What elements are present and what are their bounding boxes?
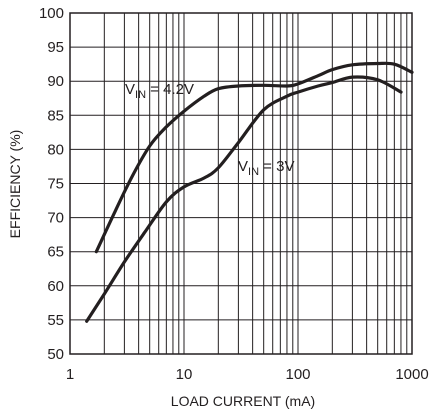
series-lines: [85, 61, 414, 323]
y-axis-label: EFFICIENCY (%): [7, 130, 23, 239]
x-axis-label: LOAD CURRENT (mA): [171, 393, 315, 409]
series-label-vin-3v: VIN = 3V: [238, 158, 294, 178]
y-tick-labels: 50 55 60 65 70 75 80 85 90 95 100: [39, 5, 64, 363]
y-tick-label: 75: [47, 176, 64, 193]
x-tick-label: 1000: [395, 366, 428, 383]
y-tick-label: 85: [47, 107, 64, 124]
y-tick-label: 80: [47, 141, 64, 158]
x-tick-label: 1: [66, 366, 74, 383]
grid: [70, 13, 412, 354]
series-label-vin-4-2v: VIN = 4.2V: [125, 81, 194, 101]
y-tick-label: 65: [47, 244, 64, 261]
plot-frame: [69, 12, 413, 355]
x-tick-labels: 1 10 100 1000: [66, 366, 429, 383]
y-tick-label: 60: [47, 278, 64, 295]
y-tick-label: 50: [47, 346, 64, 363]
y-tick-label: 90: [47, 73, 64, 90]
x-tick-label: 10: [176, 366, 193, 383]
y-tick-label: 70: [47, 210, 64, 227]
series-line-vin-3v: [85, 75, 403, 323]
series-line-vin-4-2v: [94, 61, 414, 254]
y-tick-label: 55: [47, 312, 64, 329]
series-labels: VIN = 4.2V VIN = 3V: [125, 81, 294, 178]
y-tick-label: 95: [47, 39, 64, 56]
y-tick-label: 100: [39, 5, 64, 22]
x-tick-label: 100: [285, 366, 310, 383]
